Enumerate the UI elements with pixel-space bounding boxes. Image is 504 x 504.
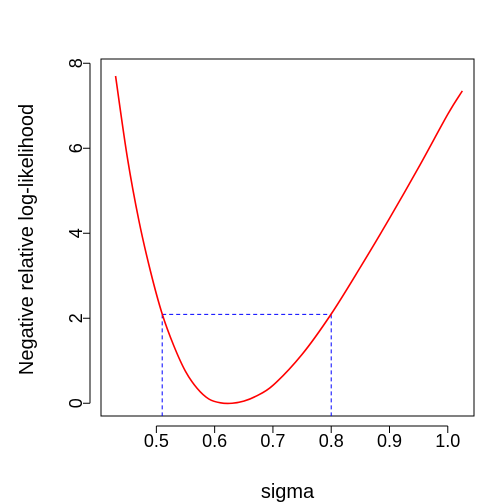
confidence-interval <box>161 313 332 416</box>
x-tick-label: 0.6 <box>202 431 227 451</box>
y-axis-title: Negative relative log-likelihood <box>16 104 38 375</box>
likelihood-curve <box>114 75 464 405</box>
y-tick-label: 6 <box>66 143 86 153</box>
x-tick-label: 0.7 <box>260 431 285 451</box>
y-axis: 0 2 4 6 8 <box>66 58 91 408</box>
y-tick-label: 2 <box>66 313 86 323</box>
x-tick-label: 1.0 <box>435 431 460 451</box>
x-tick-label: 0.9 <box>377 431 402 451</box>
y-tick-label: 4 <box>66 228 86 238</box>
series-layer <box>114 75 464 405</box>
y-tick-label: 8 <box>66 58 86 68</box>
plot-frame <box>100 58 475 417</box>
x-axis-title: sigma <box>261 481 315 503</box>
x-axis: 0.5 0.6 0.7 0.8 0.9 1.0 <box>144 425 460 451</box>
x-tick-label: 0.5 <box>144 431 169 451</box>
x-tick-label: 0.8 <box>319 431 344 451</box>
y-tick-label: 0 <box>66 398 86 408</box>
